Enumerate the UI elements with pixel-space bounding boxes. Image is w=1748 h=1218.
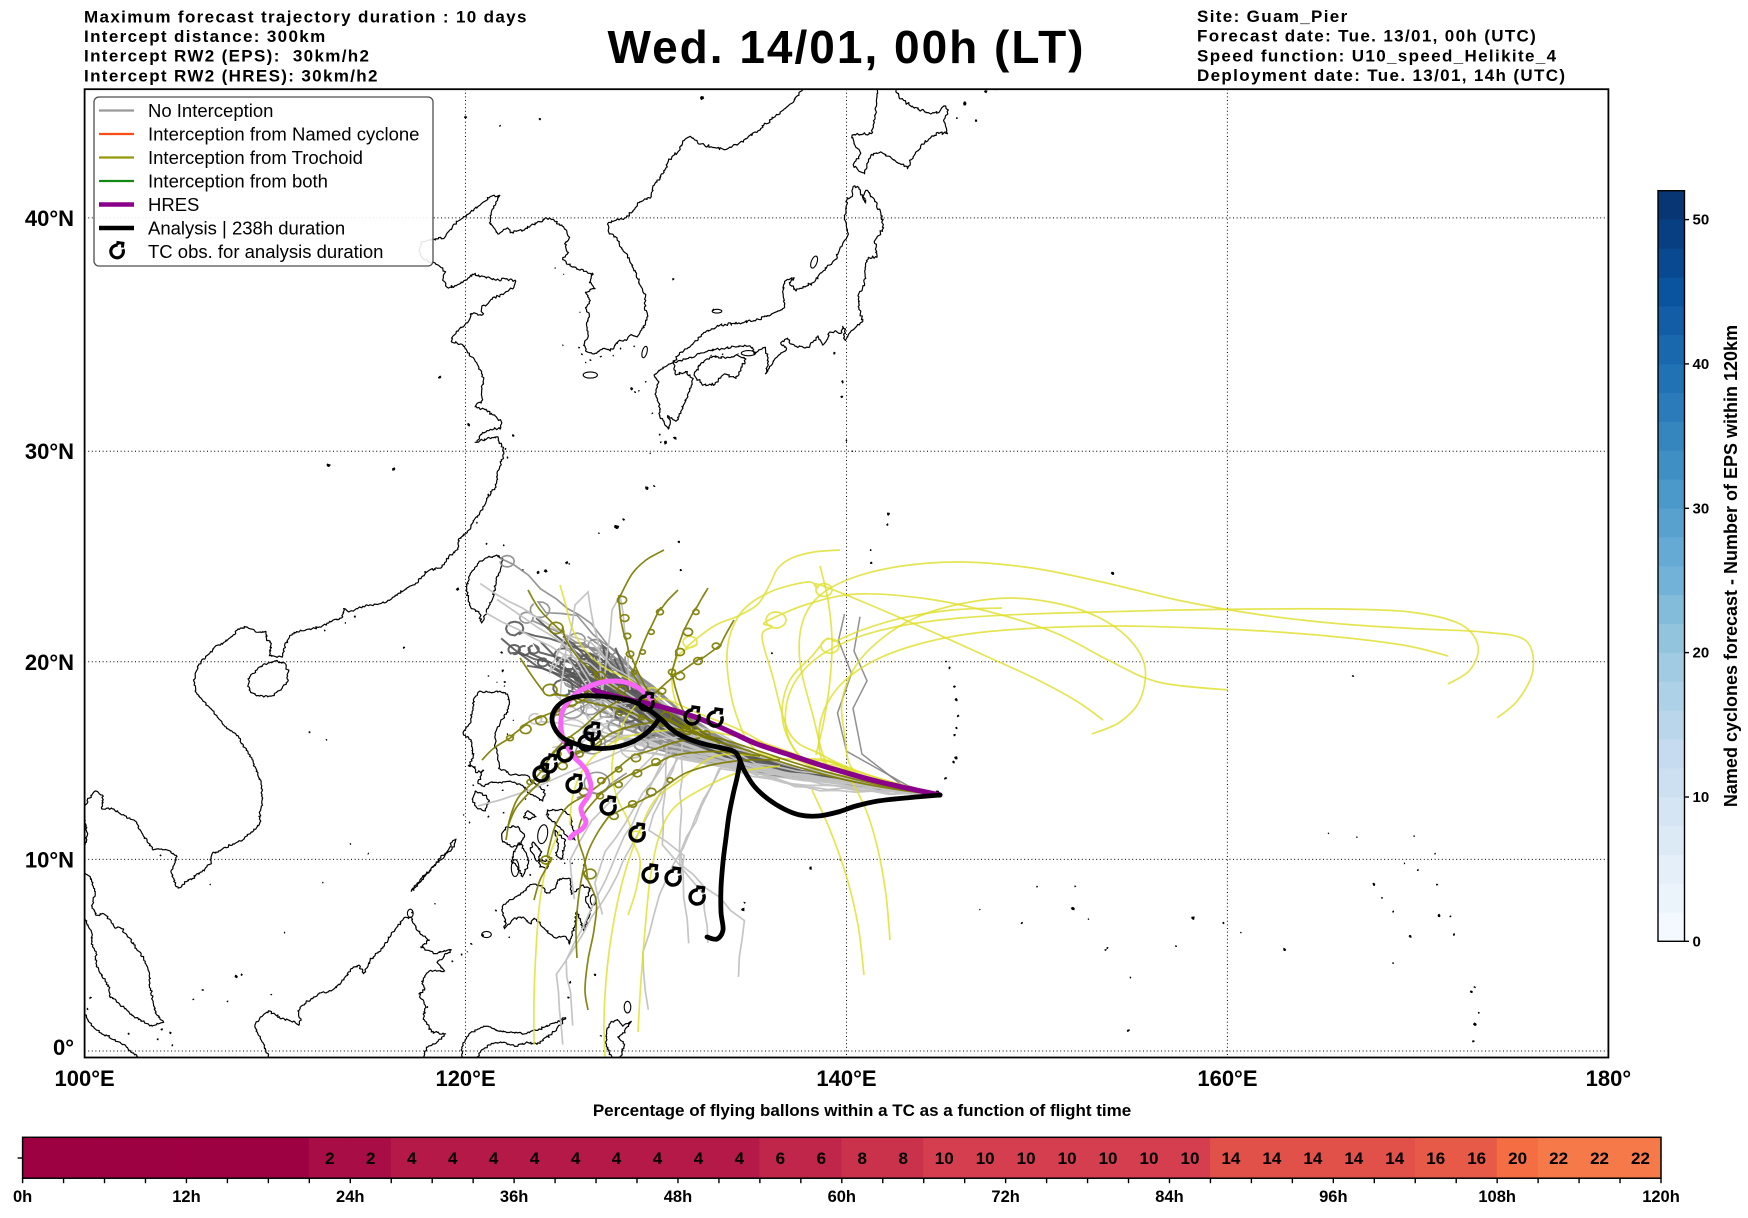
svg-text:6: 6 [817,1149,826,1168]
svg-text:14: 14 [1344,1149,1363,1168]
svg-text:10: 10 [935,1149,954,1168]
svg-text:8: 8 [858,1149,867,1168]
svg-text:4: 4 [571,1149,581,1168]
svg-text:4: 4 [407,1149,417,1168]
svg-text:40: 40 [1693,356,1710,373]
svg-text:20: 20 [1508,1149,1527,1168]
svg-text:40°N: 40°N [25,206,74,231]
svg-text:8: 8 [899,1149,908,1168]
svg-text:30°N: 30°N [25,439,74,464]
svg-text:14: 14 [1221,1149,1240,1168]
svg-text:60h: 60h [828,1188,856,1206]
svg-text:Interception from Named cyclon: Interception from Named cyclone [148,124,419,145]
svg-text:10: 10 [976,1149,995,1168]
svg-text:Intercept RW2 (EPS): 30km/h2: Intercept RW2 (EPS): 30km/h2 [84,47,370,66]
svg-text:Speed function: U10_speed_Heli: Speed function: U10_speed_Helikite_4 [1197,46,1557,65]
svg-text:4: 4 [530,1149,540,1168]
svg-text:180°: 180° [1586,1066,1632,1091]
svg-text:0: 0 [1693,933,1701,950]
svg-text:30: 30 [1693,500,1710,517]
svg-text:No Interception: No Interception [148,100,273,121]
svg-text:120°E: 120°E [435,1066,495,1091]
svg-text:Site: Guam_Pier: Site: Guam_Pier [1197,7,1349,26]
svg-text:10: 10 [1058,1149,1077,1168]
svg-text:12h: 12h [172,1188,200,1206]
svg-text:20: 20 [1693,645,1710,662]
svg-text:4: 4 [448,1149,458,1168]
svg-text:4: 4 [694,1149,704,1168]
svg-text:14: 14 [1262,1149,1281,1168]
svg-text:HRES: HRES [148,194,199,215]
svg-text:0h: 0h [13,1188,32,1206]
svg-text:Maximum forecast trajectory du: Maximum forecast trajectory duration : 1… [84,7,528,26]
svg-text:2: 2 [325,1149,334,1168]
svg-text:4: 4 [612,1149,622,1168]
svg-text:96h: 96h [1319,1188,1347,1206]
svg-text:140°E: 140°E [816,1066,876,1091]
svg-text:Interception from Trochoid: Interception from Trochoid [148,147,363,168]
svg-text:10: 10 [1140,1149,1159,1168]
svg-text:10: 10 [1017,1149,1036,1168]
svg-text:10°N: 10°N [25,847,74,872]
svg-text:Wed. 14/01, 00h (LT): Wed. 14/01, 00h (LT) [608,21,1086,73]
svg-text:4: 4 [653,1149,663,1168]
svg-text:48h: 48h [664,1188,692,1206]
svg-text:10: 10 [1180,1149,1199,1168]
svg-text:4: 4 [489,1149,499,1168]
svg-text:20°N: 20°N [25,650,74,675]
svg-text:120h: 120h [1642,1188,1680,1206]
svg-text:Interception from both: Interception from both [148,171,328,192]
svg-text:22: 22 [1631,1149,1650,1168]
svg-text:Named cyclones forecast - Numb: Named cyclones forecast - Number of EPS … [1721,325,1741,807]
svg-text:Analysis | 238h duration: Analysis | 238h duration [148,218,345,239]
svg-text:10: 10 [1693,789,1710,806]
svg-text:Deployment date: Tue. 13/01, 1: Deployment date: Tue. 13/01, 14h (UTC) [1197,66,1566,85]
svg-text:Percentage of flying ballons w: Percentage of flying ballons within a TC… [593,1101,1131,1120]
svg-text:Forecast date: Tue. 13/01, 00h: Forecast date: Tue. 13/01, 00h (UTC) [1197,27,1537,46]
svg-text:24h: 24h [336,1188,364,1206]
svg-text:16: 16 [1426,1149,1445,1168]
svg-text:14: 14 [1303,1149,1322,1168]
svg-text:36h: 36h [500,1188,528,1206]
svg-text:108h: 108h [1478,1188,1516,1206]
svg-text:TC obs. for analysis duration: TC obs. for analysis duration [148,241,383,262]
svg-text:Intercept RW2 (HRES): 30km/h2: Intercept RW2 (HRES): 30km/h2 [84,66,379,85]
svg-text:4: 4 [735,1149,745,1168]
svg-text:72h: 72h [991,1188,1019,1206]
svg-text:2: 2 [366,1149,375,1168]
svg-text:160°E: 160°E [1197,1066,1257,1091]
svg-text:0°: 0° [53,1035,74,1060]
svg-text:Intercept distance: 300km: Intercept distance: 300km [84,27,327,46]
svg-text:22: 22 [1549,1149,1568,1168]
svg-text:6: 6 [776,1149,785,1168]
svg-text:14: 14 [1385,1149,1404,1168]
svg-text:84h: 84h [1155,1188,1183,1206]
svg-text:16: 16 [1467,1149,1486,1168]
svg-text:100°E: 100°E [55,1066,115,1091]
svg-text:10: 10 [1099,1149,1118,1168]
svg-text:22: 22 [1590,1149,1609,1168]
svg-text:50: 50 [1693,212,1710,229]
